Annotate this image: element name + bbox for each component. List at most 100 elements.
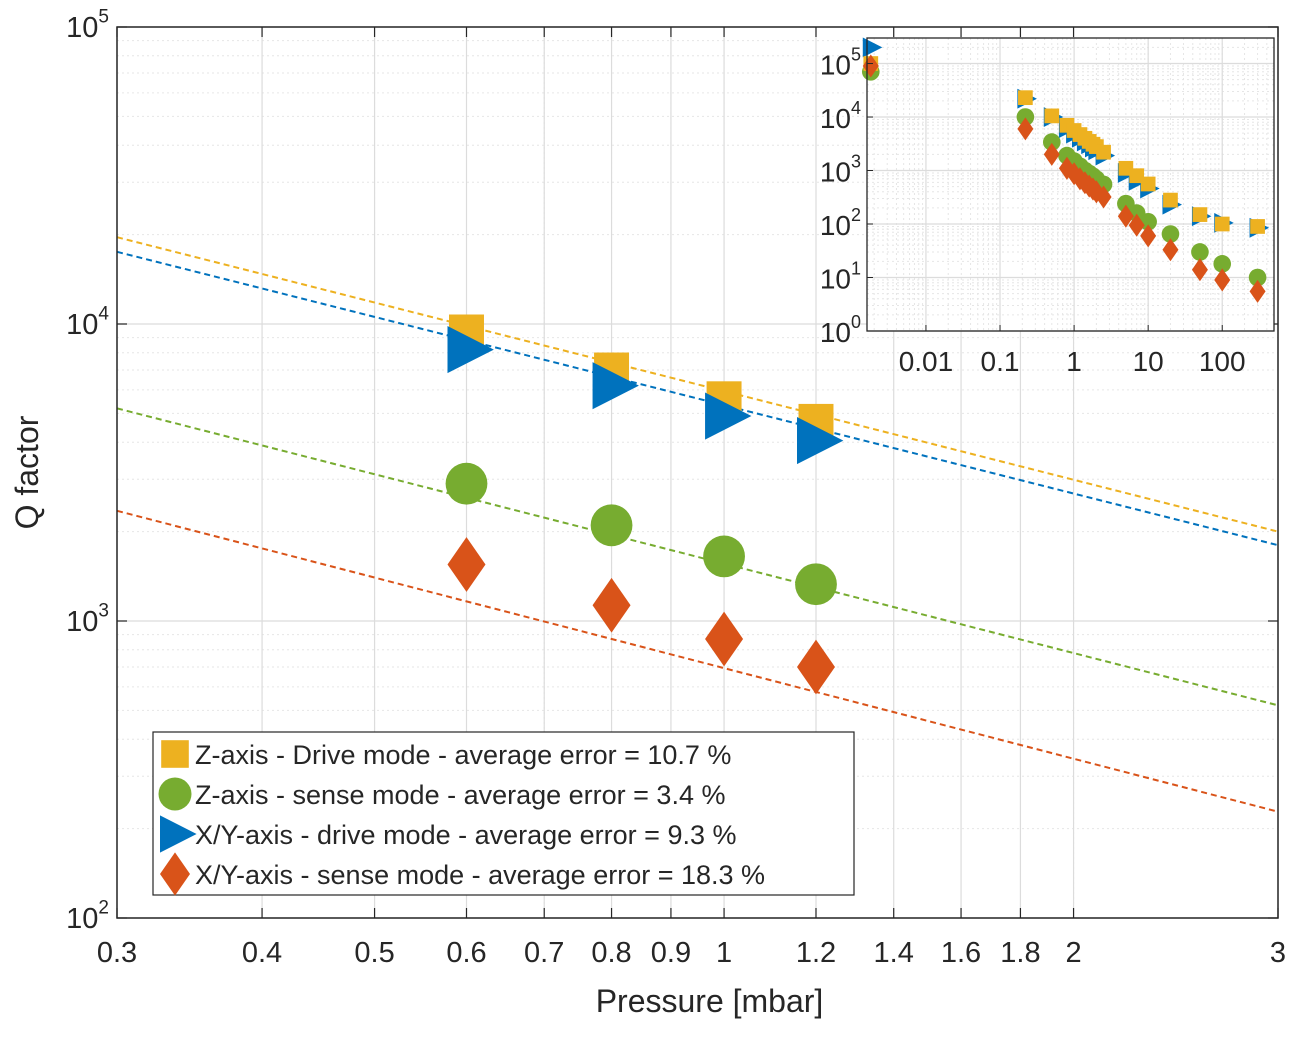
inset-data-point-series-2	[1213, 255, 1232, 273]
inset-data-point-series-4	[1191, 258, 1208, 282]
legend: Z-axis - Drive mode - average error = 10…	[152, 731, 855, 896]
inset-data-point-series-4	[1095, 185, 1112, 209]
inset-data-point-series-2	[1191, 243, 1209, 261]
inset-data-point-series-1	[1192, 207, 1208, 222]
inset-data-point-series-2	[1042, 133, 1061, 151]
inset-axes-frame	[866, 37, 1275, 332]
y-tick-label: 104	[66, 304, 109, 342]
x-tick-label: 0.9	[651, 937, 691, 969]
inset-data-point-series-2	[1016, 108, 1035, 126]
inset-data-point-series-1	[1214, 216, 1230, 232]
data-point-series-2	[445, 462, 488, 505]
inset-x-tick-label: 100	[1199, 346, 1246, 377]
x-tick-label: 0.7	[524, 937, 564, 969]
legend-entry-series-2: Z-axis - sense mode - average error = 3.…	[195, 780, 725, 810]
inset-y-tick-label-exponent: 3	[851, 152, 861, 172]
inset-data-point-series-2	[1161, 225, 1180, 243]
inset-data-point-series-4	[1128, 213, 1145, 237]
data-point-series-4	[592, 577, 631, 633]
inset-y-tick-label-base: 10	[820, 103, 851, 134]
inset-data-point-series-1	[1018, 90, 1033, 106]
x-tick-label: 1.8	[1000, 937, 1040, 969]
data-point-series-4	[796, 639, 835, 695]
x-tick-label: 0.6	[446, 937, 486, 969]
inset-data-point-series-1	[1140, 176, 1156, 192]
x-tick-label: 0.8	[591, 937, 631, 969]
y-tick-label-base: 10	[66, 903, 98, 935]
data-point-series-3	[705, 392, 752, 440]
inset-y-tick-label-base: 10	[820, 210, 851, 241]
inset-y-tick-label: 100	[820, 312, 861, 348]
inset-data-point-series-4	[1017, 117, 1034, 141]
inset-data-point-series-1	[1250, 219, 1265, 234]
x-tick-label: 1.2	[796, 937, 836, 969]
y-tick-label: 105	[66, 7, 109, 45]
inset-y-tick-label-base: 10	[820, 50, 851, 81]
x-axis-label: Pressure [mbar]	[596, 983, 824, 1019]
y-tick-label-base: 10	[66, 12, 98, 44]
x-tick-label: 1.6	[941, 937, 981, 969]
data-point-series-2	[703, 535, 745, 578]
inset-x-tick-label: 0.01	[899, 346, 954, 377]
inset-y-tick-label-exponent: 5	[851, 45, 861, 65]
y-tick-label: 103	[66, 601, 109, 639]
data-point-series-3	[592, 362, 639, 410]
x-tick-label: 0.5	[354, 937, 394, 969]
data-point-series-2	[590, 504, 633, 547]
x-tick-label: 3	[1270, 937, 1286, 969]
inset-data-point-series-4	[1043, 142, 1060, 166]
legend-marker-series-3	[160, 815, 197, 853]
data-point-series-2	[795, 563, 837, 606]
legend-marker-series-2	[158, 777, 192, 811]
inset-x-tick-label: 10	[1133, 346, 1164, 377]
legend-marker-series-4	[160, 852, 190, 896]
legend-entry-series-1: Z-axis - Drive mode - average error = 10…	[195, 740, 731, 770]
x-tick-label: 1.4	[874, 937, 914, 969]
inset-data-point-series-1	[1096, 144, 1111, 160]
inset-data-point-series-1	[1044, 108, 1060, 124]
inset-y-tick-label-exponent: 2	[851, 205, 861, 225]
inset-data-point-series-4	[1140, 224, 1157, 248]
legend-box	[152, 731, 855, 896]
y-tick-label-exponent: 2	[98, 898, 109, 919]
inset-data-point-series-1	[1129, 168, 1145, 184]
inset-y-tick-label-base: 10	[820, 157, 851, 188]
inset-y-tick-label: 102	[820, 205, 861, 241]
inset-y-tick-label-exponent: 1	[851, 259, 861, 279]
inset-data-point-series-4	[1162, 238, 1179, 262]
inset-y-tick-label: 105	[820, 45, 861, 81]
x-tick-label: 2	[1065, 937, 1081, 969]
inset-y-tick-label-base: 10	[820, 264, 851, 295]
y-axis-label: Q factor	[9, 415, 45, 529]
y-tick-label-exponent: 5	[98, 7, 109, 28]
data-point-series-4	[705, 611, 744, 667]
data-point-series-3	[447, 326, 494, 374]
data-point-series-4	[447, 537, 486, 592]
y-tick-label-base: 10	[66, 309, 98, 341]
inset-y-tick-label-exponent: 4	[851, 98, 861, 118]
inset-data-point-series-1	[1163, 192, 1178, 208]
y-tick-label: 102	[66, 898, 109, 936]
legend-entry-series-3: X/Y-axis - drive mode - average error = …	[195, 820, 737, 850]
y-tick-label-exponent: 3	[98, 601, 109, 622]
y-tick-label-exponent: 4	[98, 304, 109, 325]
x-tick-label: 0.4	[242, 937, 282, 969]
legend-marker-series-1	[161, 740, 189, 768]
legend-entry-series-4: X/Y-axis - sense mode - average error = …	[195, 860, 765, 890]
inset-data-point-series-3	[862, 37, 883, 58]
inset-y-tick-label-exponent: 0	[851, 312, 861, 332]
inset-y-tick-label: 104	[820, 98, 861, 134]
inset-y-tick-label: 101	[820, 259, 861, 295]
inset-data-point-series-2	[1248, 268, 1267, 287]
main-axes-frame	[116, 26, 1279, 919]
inset-y-tick-label-base: 10	[820, 317, 851, 348]
inset-data-point-series-4	[1249, 279, 1266, 303]
x-tick-label: 1	[716, 937, 732, 969]
data-point-series-3	[796, 417, 844, 465]
inset-data-point-series-4	[1214, 268, 1231, 292]
inset-x-tick-label: 1	[1066, 346, 1082, 377]
inset-y-tick-label: 103	[820, 152, 861, 188]
